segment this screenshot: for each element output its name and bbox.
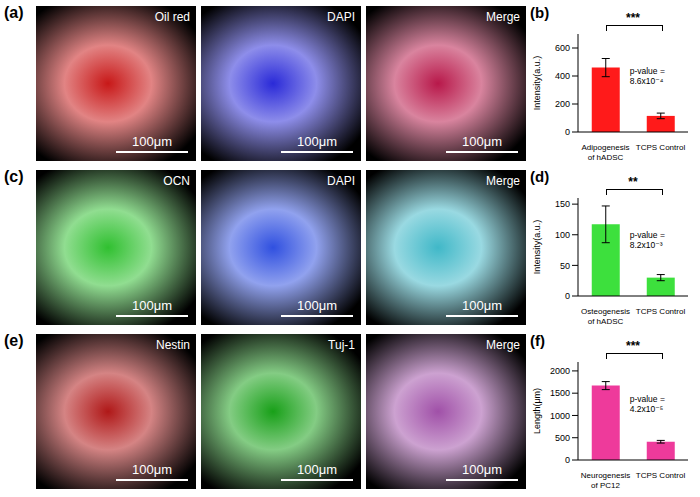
html-text:4.2x10⁻⁵: 4.2x10⁻⁵ <box>629 404 664 415</box>
html-text:(b): (b) <box>530 4 550 21</box>
svg-text:0: 0 <box>565 455 570 465</box>
svg-text:TCPS Control: TCPS Control <box>636 143 686 152</box>
svg-text:500: 500 <box>555 433 570 443</box>
html-text:p-value =: p-value = <box>629 230 665 241</box>
svg-text:100: 100 <box>555 230 570 240</box>
svg-text:Neurogenesisof PC12: Neurogenesisof PC12 <box>581 471 630 490</box>
html-text:100μm: 100μm <box>462 462 502 477</box>
html-text:100μm: 100μm <box>297 134 337 149</box>
html-text:100μm: 100μm <box>132 134 172 149</box>
svg-text:Length(μm): Length(μm) <box>532 388 542 434</box>
html-text:Merge: Merge <box>486 10 520 24</box>
svg-text:400: 400 <box>555 71 570 81</box>
html-text:Merge: Merge <box>486 174 520 188</box>
html-text:100μm: 100μm <box>462 134 502 149</box>
html-text:(a): (a) <box>4 4 24 21</box>
svg-text:Adipogenesisof hADSC: Adipogenesisof hADSC <box>581 143 629 162</box>
svg-text:1500: 1500 <box>550 388 570 398</box>
html-text:Merge: Merge <box>486 338 520 352</box>
html-text:OCN: OCN <box>163 174 190 188</box>
svg-text:Intensity(a.u.): Intensity(a.u.) <box>532 56 542 111</box>
html-text:p-value =: p-value = <box>629 394 665 405</box>
svg-text:2000: 2000 <box>550 366 570 376</box>
svg-text:150: 150 <box>555 199 570 209</box>
svg-text:0: 0 <box>565 291 570 301</box>
html-text:p-value =: p-value = <box>629 66 665 77</box>
svg-text:Intensity(a.u.): Intensity(a.u.) <box>532 220 542 275</box>
html-text:Nestin: Nestin <box>156 338 190 352</box>
html-text:100μm: 100μm <box>297 298 337 313</box>
html-text:100μm: 100μm <box>132 298 172 313</box>
html-text:(f): (f) <box>530 332 545 349</box>
svg-text:600: 600 <box>555 43 570 53</box>
svg-text:0: 0 <box>565 127 570 137</box>
html-text:100μm: 100μm <box>462 298 502 313</box>
html-text:100μm: 100μm <box>132 462 172 477</box>
html-text:DAPI: DAPI <box>327 174 355 188</box>
svg-text:TCPS Control: TCPS Control <box>636 471 686 480</box>
html-text:Tuj-1: Tuj-1 <box>328 338 355 352</box>
svg-text:TCPS Control: TCPS Control <box>636 307 686 316</box>
html-text:(d): (d) <box>530 168 550 185</box>
html-text:(c): (c) <box>4 168 24 185</box>
html-text:Oil red: Oil red <box>154 10 190 24</box>
html-text:(e): (e) <box>4 332 24 349</box>
svg-text:Osteogenesisof hADSC: Osteogenesisof hADSC <box>581 307 630 326</box>
svg-text:1000: 1000 <box>550 411 570 421</box>
html-text:8.6x10⁻⁴: 8.6x10⁻⁴ <box>629 76 664 87</box>
html-text:DAPI: DAPI <box>327 10 355 24</box>
svg-text:200: 200 <box>555 99 570 109</box>
svg-text:50: 50 <box>560 261 570 271</box>
html-text:8.2x10⁻³: 8.2x10⁻³ <box>629 240 663 251</box>
html-text:100μm: 100μm <box>297 462 337 477</box>
